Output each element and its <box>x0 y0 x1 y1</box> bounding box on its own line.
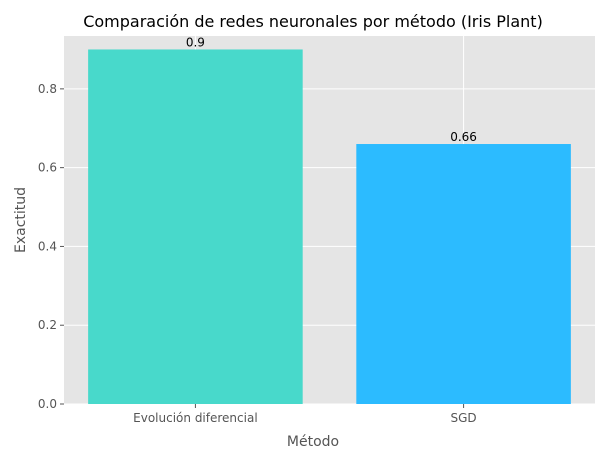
y-tick-label: 0.2 <box>38 318 57 332</box>
y-tick-label: 0.0 <box>38 397 57 411</box>
x-tick-label: Evolución diferencial <box>133 411 258 425</box>
y-axis-ticks: 0.0 0.2 0.4 0.6 0.8 <box>38 82 64 411</box>
x-axis-ticks: Evolución diferencial SGD <box>133 404 477 425</box>
y-tick-label: 0.8 <box>38 82 57 96</box>
bars <box>88 49 571 405</box>
chart-title: Comparación de redes neuronales por méto… <box>83 12 543 31</box>
y-axis-label: Exactitud <box>13 187 29 253</box>
bar-1 <box>88 49 303 405</box>
bar-value-label: 0.66 <box>450 130 477 144</box>
y-tick-label: 0.4 <box>38 239 57 253</box>
data-labels: 0.9 0.66 <box>186 35 477 144</box>
bar-value-label: 0.9 <box>186 35 205 49</box>
x-tick-label: SGD <box>451 411 477 425</box>
x-axis-label: Método <box>287 434 339 450</box>
bar-2 <box>356 144 571 404</box>
y-tick-label: 0.6 <box>38 161 57 175</box>
